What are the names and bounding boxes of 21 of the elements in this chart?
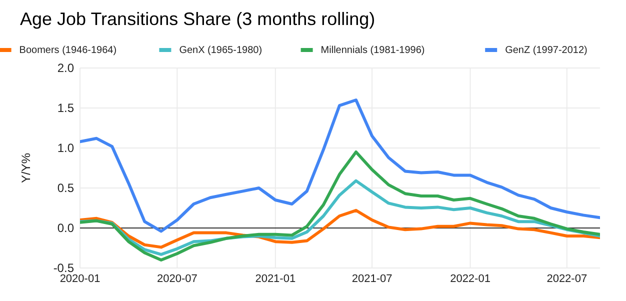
x-tick-label: 2021-01	[255, 273, 296, 285]
chart-title: Age Job Transitions Share (3 months rolling)	[20, 9, 376, 29]
x-tick-label: 2020-01	[60, 273, 100, 285]
legend-label: GenX (1965-1980)	[179, 45, 262, 56]
y-tick-label: 0.5	[57, 181, 74, 196]
x-tick-label: 2022-07	[546, 273, 588, 285]
y-tick-label: 0.0	[57, 221, 74, 236]
line-series	[80, 150, 600, 262]
y-tick-label: 2.0	[57, 61, 74, 76]
y-tick-label: -0.5	[53, 261, 74, 276]
y-tick-label: 1.5	[57, 101, 74, 116]
x-tick-label: 2020-07	[156, 273, 198, 285]
legend-label: Millennials (1981-1996)	[320, 45, 425, 56]
x-tick-label: 2021-07	[352, 273, 392, 285]
line-series	[80, 208, 600, 249]
y-axis-title: Y/Y%	[19, 152, 33, 184]
y-tick-label: 1.0	[57, 141, 74, 156]
x-tick-label: 2022-01	[450, 273, 490, 285]
legend-label: Boomers (1946-1964)	[19, 45, 117, 56]
legend-label: GenZ (1997-2012)	[505, 45, 588, 56]
line-series	[80, 98, 600, 233]
